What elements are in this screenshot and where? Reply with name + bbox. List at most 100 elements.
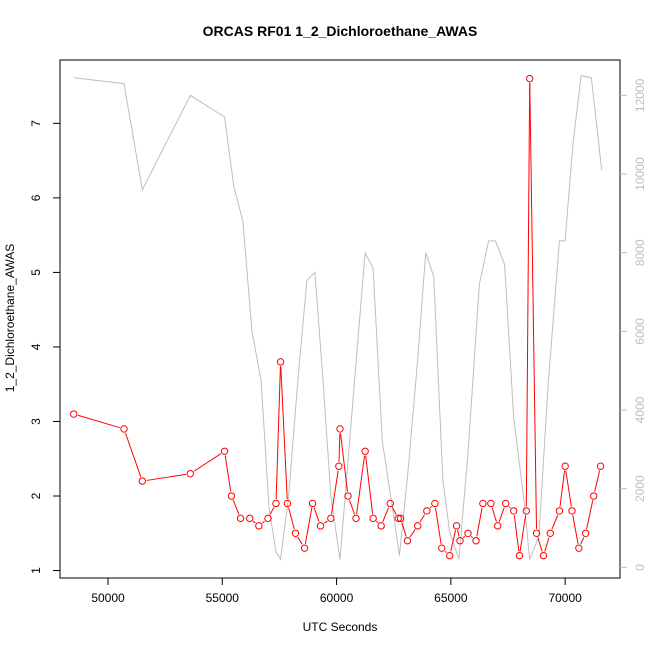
red-segment-43 bbox=[519, 515, 527, 552]
red-point-48 bbox=[546, 529, 554, 537]
red-segment-53 bbox=[586, 500, 594, 530]
series-gray bbox=[73, 75, 603, 562]
x-tick-label-0: 50000 bbox=[91, 591, 125, 605]
red-point-35 bbox=[456, 537, 464, 545]
red-point-24 bbox=[377, 522, 385, 530]
red-segment-17 bbox=[331, 470, 339, 515]
red-segment-29 bbox=[419, 514, 425, 523]
red-point-49 bbox=[555, 507, 564, 515]
red-point-42 bbox=[510, 507, 518, 515]
red-segment-21 bbox=[356, 455, 366, 515]
red-point-30 bbox=[423, 507, 431, 515]
red-segment-16 bbox=[323, 520, 328, 524]
red-point-39 bbox=[487, 499, 495, 508]
y-axis-label: 1_2_Dichloroethane_AWAS bbox=[3, 244, 17, 393]
red-point-44 bbox=[522, 507, 530, 515]
red-segment-44 bbox=[525, 83, 531, 507]
red-point-47 bbox=[539, 551, 548, 560]
y-tick-label-1: 2 bbox=[29, 492, 43, 499]
y2-tick-label-1: 2000 bbox=[633, 475, 647, 502]
red-point-5 bbox=[227, 492, 236, 500]
red-segment-46 bbox=[537, 537, 543, 552]
red-point-16 bbox=[316, 522, 325, 530]
red-point-14 bbox=[300, 544, 309, 552]
red-segment-41 bbox=[508, 506, 511, 509]
red-point-33 bbox=[446, 551, 454, 560]
series-red bbox=[70, 74, 605, 560]
red-point-40 bbox=[494, 522, 502, 530]
y-tick-label-4: 5 bbox=[29, 269, 43, 276]
red-segment-33 bbox=[450, 530, 457, 552]
red-point-27 bbox=[396, 514, 405, 523]
red-point-41 bbox=[502, 499, 510, 508]
red-segment-15 bbox=[313, 507, 320, 522]
red-segment-37 bbox=[476, 507, 483, 537]
red-segment-25 bbox=[391, 507, 397, 515]
red-segment-27 bbox=[401, 522, 407, 537]
red-point-26 bbox=[394, 514, 402, 523]
red-point-18 bbox=[335, 462, 343, 470]
red-point-51 bbox=[568, 507, 576, 515]
red-point-38 bbox=[479, 499, 487, 508]
red-segment-49 bbox=[559, 470, 566, 507]
red-segment-8 bbox=[261, 520, 265, 524]
red-segment-36 bbox=[470, 535, 474, 539]
red-point-29 bbox=[414, 522, 422, 530]
red-segment-12 bbox=[288, 507, 295, 530]
plot-frame bbox=[59, 59, 621, 579]
red-point-23 bbox=[369, 514, 377, 523]
red-point-55 bbox=[596, 462, 605, 470]
red-segment-30 bbox=[429, 506, 432, 509]
red-point-52 bbox=[575, 544, 583, 552]
x-axis: 50000 55000 60000 65000 70000 bbox=[91, 578, 582, 605]
red-segment-42 bbox=[513, 515, 520, 552]
red-point-46 bbox=[532, 529, 541, 537]
red-point-45 bbox=[526, 74, 534, 83]
red-segment-10 bbox=[275, 366, 281, 500]
red-point-22 bbox=[361, 447, 369, 455]
red-point-43 bbox=[515, 551, 524, 560]
red-segment-40 bbox=[498, 507, 505, 522]
red-segment-9 bbox=[269, 507, 275, 515]
red-point-12 bbox=[283, 499, 292, 508]
red-point-53 bbox=[582, 529, 590, 537]
red-segment-19 bbox=[340, 433, 348, 492]
red-segment-14 bbox=[304, 507, 313, 544]
red-segment-48 bbox=[551, 514, 559, 530]
red-point-6 bbox=[236, 514, 245, 523]
red-point-34 bbox=[452, 522, 461, 530]
red-segment-51 bbox=[572, 515, 579, 544]
x-tick-label-4: 70000 bbox=[548, 591, 582, 605]
red-point-4 bbox=[220, 447, 229, 455]
red-point-15 bbox=[308, 499, 317, 508]
red-segment-31 bbox=[435, 507, 442, 544]
y2-tick-label-6: 12000 bbox=[633, 78, 647, 112]
red-segment-3 bbox=[193, 453, 222, 472]
y-tick-label-2: 3 bbox=[29, 418, 43, 425]
y-axis-left: 1 2 3 4 5 6 7 bbox=[29, 120, 60, 574]
red-segment-18 bbox=[338, 433, 341, 462]
y2-tick-label-0: 0 bbox=[633, 564, 647, 571]
red-segment-39 bbox=[491, 507, 497, 522]
red-segment-47 bbox=[544, 537, 550, 552]
red-point-0 bbox=[70, 410, 78, 418]
red-point-36 bbox=[464, 529, 472, 537]
red-segment-28 bbox=[409, 529, 416, 538]
red-point-31 bbox=[431, 499, 439, 508]
red-segment-50 bbox=[565, 470, 572, 507]
chart-title: ORCAS RF01 1_2_Dichloroethane_AWAS bbox=[203, 23, 478, 39]
red-segment-13 bbox=[297, 536, 303, 545]
red-segment-54 bbox=[594, 470, 601, 492]
y-tick-label-6: 7 bbox=[29, 120, 43, 127]
red-segment-0 bbox=[77, 414, 120, 429]
red-segment-11 bbox=[280, 366, 288, 500]
y-tick-label-3: 4 bbox=[29, 343, 43, 350]
red-point-9 bbox=[264, 514, 272, 523]
x-tick-label-3: 65000 bbox=[434, 591, 468, 605]
red-point-54 bbox=[590, 492, 598, 500]
x-tick-label-1: 55000 bbox=[206, 591, 240, 605]
y2-tick-label-5: 10000 bbox=[633, 157, 647, 191]
red-point-13 bbox=[291, 529, 300, 537]
y2-tick-label-4: 8000 bbox=[633, 239, 647, 266]
